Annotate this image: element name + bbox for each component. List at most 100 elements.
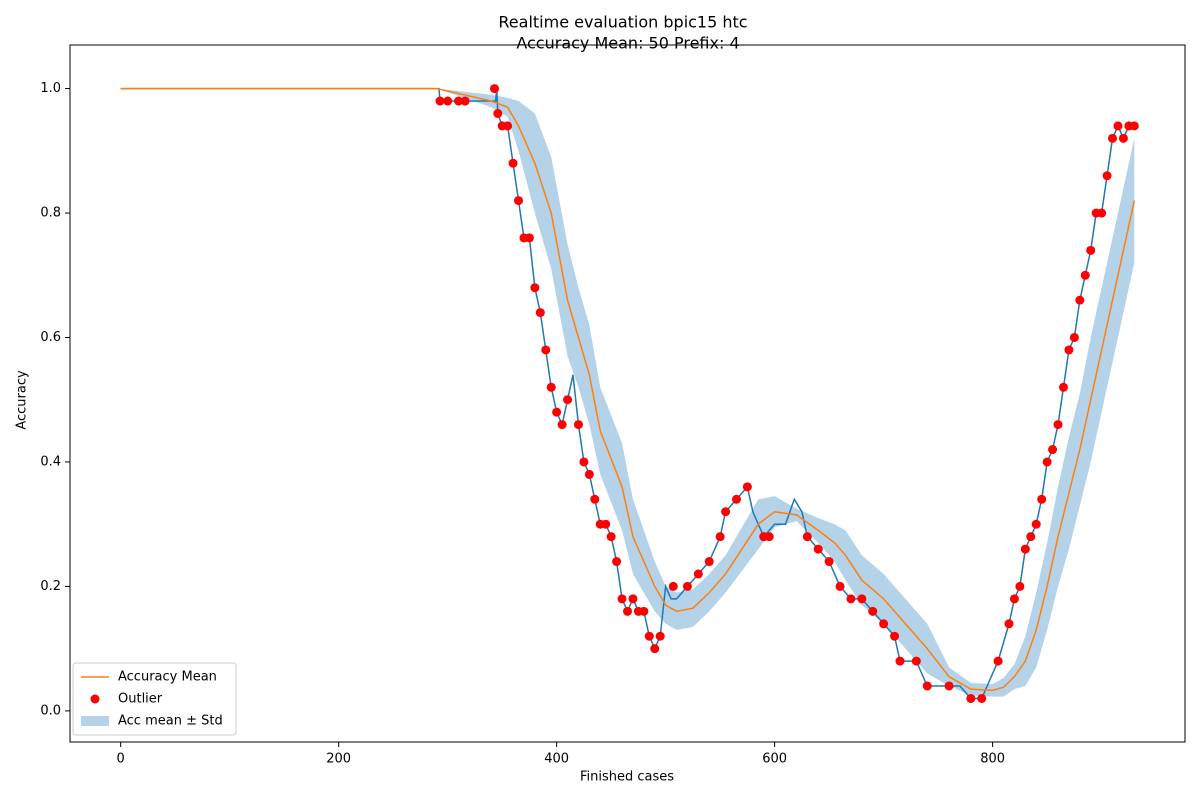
line — [120, 87, 1136, 692]
outlier-point — [742, 482, 752, 492]
outlier-point — [601, 519, 611, 529]
x-tick-label: 600 — [762, 752, 787, 767]
outlier-point — [764, 532, 774, 542]
outlier-point — [460, 96, 470, 106]
outlier-point — [650, 644, 660, 654]
outlier-point — [1042, 457, 1052, 467]
legend-label: Acc mean ± Std — [118, 714, 223, 729]
outlier-point — [1064, 345, 1074, 355]
outlier-point — [704, 557, 714, 567]
outlier-point — [1058, 382, 1068, 392]
outlier-point — [557, 420, 567, 430]
outlier-point — [514, 196, 524, 206]
outlier-point — [590, 494, 600, 504]
outlier-point — [628, 594, 638, 604]
legend-swatch — [81, 716, 109, 726]
y-tick-label: 0.8 — [40, 206, 61, 221]
plot-area — [120, 84, 1139, 703]
outlier-point — [715, 532, 725, 542]
outlier-point — [868, 606, 878, 616]
y-tick-label: 0.4 — [40, 454, 61, 469]
outlier-point — [1075, 295, 1085, 305]
x-tick-label: 800 — [980, 752, 1005, 767]
outlier-point — [639, 606, 649, 616]
outlier-point — [879, 619, 889, 629]
legend-box — [72, 662, 237, 736]
outlier-point — [1053, 420, 1063, 430]
outlier-point — [682, 581, 692, 591]
outlier-point — [490, 84, 500, 94]
outlier-point — [731, 494, 741, 504]
x-tick-label: 200 — [326, 752, 351, 767]
legend-label: Outlier — [118, 692, 163, 707]
x-axis-label: Finished cases — [580, 770, 674, 785]
outlier-point — [721, 507, 731, 517]
outlier-point — [530, 283, 540, 293]
outlier-point — [1086, 245, 1096, 255]
outlier-point — [977, 693, 987, 703]
outlier-point — [1026, 532, 1036, 542]
outlier-point — [1108, 133, 1118, 143]
y-tick-label: 1.0 — [40, 81, 61, 96]
outlier-point — [535, 308, 545, 318]
legend-label: Accuracy Mean — [118, 670, 217, 685]
outlier-point — [944, 681, 954, 691]
outlier-point — [1118, 133, 1128, 143]
outlier-point — [612, 557, 622, 567]
outlier-point — [835, 581, 845, 591]
y-tick-label: 0.6 — [40, 330, 61, 345]
outlier-point — [579, 457, 589, 467]
chart-subtitle: Accuracy Mean: 50 Prefix: 4 — [516, 34, 739, 53]
chart-title: Realtime evaluation bpic15 htc — [498, 13, 747, 32]
y-tick-label: 0.2 — [40, 579, 61, 594]
outlier-point — [508, 158, 518, 168]
outlier-point — [623, 606, 632, 616]
outlier-point — [493, 108, 503, 118]
legend-swatch — [90, 694, 100, 704]
outlier-point — [668, 581, 678, 591]
outlier-point — [524, 233, 534, 243]
outlier-point — [541, 345, 551, 355]
outlier-point — [563, 395, 573, 405]
outlier-point — [693, 569, 703, 579]
outlier-point — [1097, 208, 1107, 218]
outlier-point — [813, 544, 823, 554]
outlier-point — [1031, 519, 1041, 529]
outlier-point — [966, 693, 976, 703]
outlier-point — [1048, 445, 1058, 455]
outlier-point — [552, 407, 562, 417]
x-tick-label: 0 — [117, 752, 125, 767]
outlier-point — [993, 656, 1003, 666]
outlier-point — [617, 594, 627, 604]
outlier-point — [890, 631, 900, 641]
y-axis-label: Accuracy — [15, 370, 30, 430]
outlier-point — [584, 469, 594, 479]
std-band — [120, 88, 1135, 697]
axes-frame — [69, 44, 1186, 743]
x-tick-label: 400 — [544, 752, 569, 767]
outlier-point — [1080, 270, 1090, 280]
outlier-point — [911, 656, 921, 666]
outlier-point — [1004, 619, 1014, 629]
outlier-point — [846, 594, 856, 604]
outlier-point — [655, 631, 665, 641]
outlier-point — [1015, 581, 1025, 591]
outlier-point — [435, 96, 445, 106]
outlier-point — [1020, 544, 1030, 554]
outlier-point — [443, 96, 453, 106]
outlier-point — [573, 420, 583, 430]
outlier-point — [802, 532, 812, 542]
outlier-point — [1113, 121, 1123, 131]
outlier-point — [1037, 494, 1047, 504]
outlier-point — [1129, 121, 1139, 131]
outlier-point — [546, 382, 556, 392]
outlier-point — [1009, 594, 1019, 604]
outlier-point — [606, 532, 616, 542]
outlier-point — [1069, 332, 1079, 342]
outlier-point — [922, 681, 932, 691]
outlier-point — [454, 96, 464, 106]
outlier-point — [895, 656, 905, 666]
outlier-point — [1102, 171, 1112, 181]
outlier-point — [503, 121, 513, 131]
